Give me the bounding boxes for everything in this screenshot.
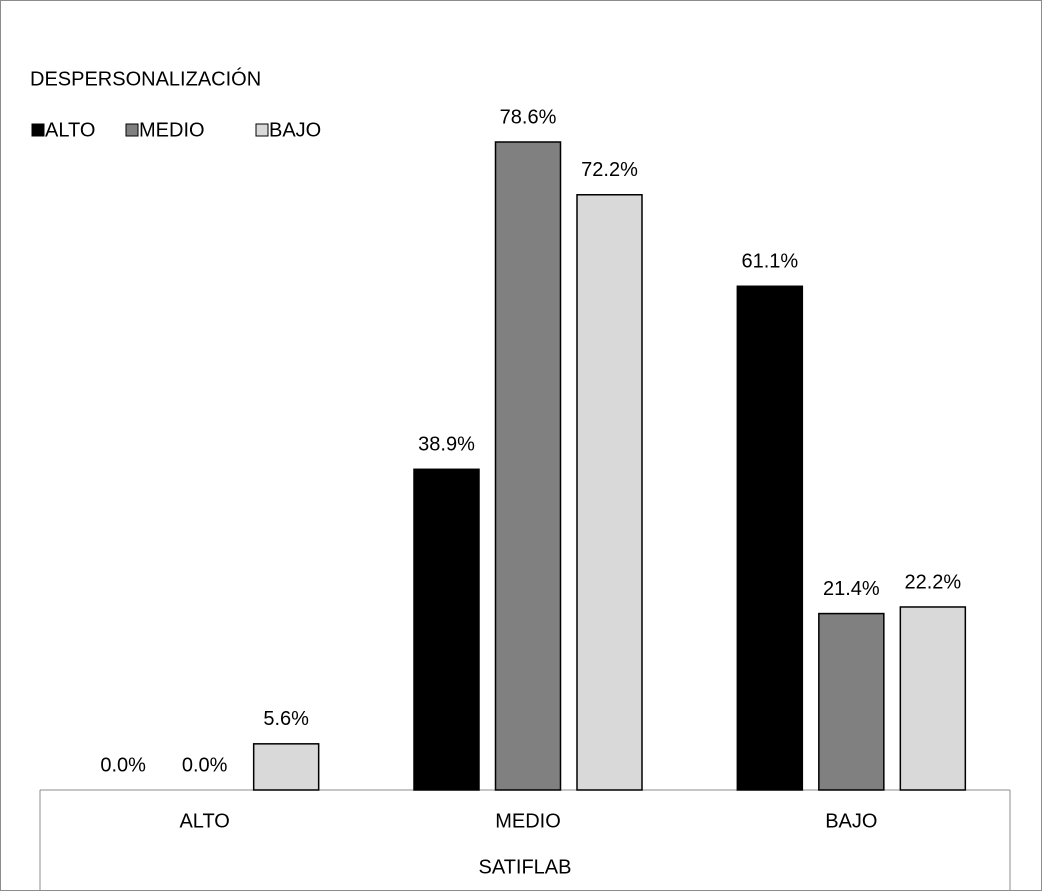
legend-swatch xyxy=(125,123,139,137)
bar xyxy=(494,141,562,791)
legend-swatch xyxy=(31,123,45,137)
x-tick-label: ALTO xyxy=(179,810,229,832)
bar xyxy=(252,743,320,791)
x-tick-label: BAJO xyxy=(825,810,877,832)
data-label: 78.6% xyxy=(500,106,557,128)
data-label: 5.6% xyxy=(263,708,309,730)
bar xyxy=(576,194,643,791)
bar xyxy=(736,285,804,791)
data-label: 38.9% xyxy=(418,434,475,456)
data-label: 22.2% xyxy=(904,571,961,593)
x-axis-label: SATIFLAB xyxy=(479,856,572,878)
legend-title: DESPERSONALIZACIÓN xyxy=(30,67,261,90)
x-tick-label: MEDIO xyxy=(495,810,561,832)
legend-swatch xyxy=(255,123,269,137)
legend-label: ALTO xyxy=(45,119,95,141)
data-label: 61.1% xyxy=(741,251,798,273)
legend-label: BAJO xyxy=(269,119,321,141)
bar xyxy=(818,612,885,791)
data-label: 0.0% xyxy=(100,754,146,776)
bar xyxy=(413,468,480,791)
legend-label: MEDIO xyxy=(139,119,205,141)
data-label: 21.4% xyxy=(823,578,880,600)
data-label: 72.2% xyxy=(581,159,638,181)
data-label: 0.0% xyxy=(182,754,228,776)
bar xyxy=(899,606,967,791)
